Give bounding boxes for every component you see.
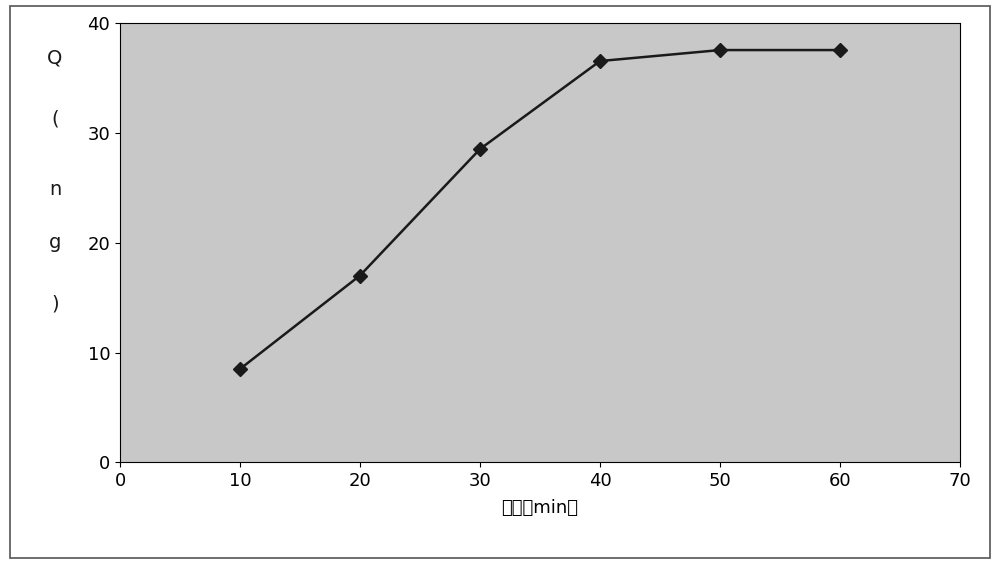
X-axis label: 时间（min）: 时间（min）	[502, 499, 578, 517]
Text: g: g	[49, 233, 61, 252]
Text: Q: Q	[47, 49, 63, 67]
Text: n: n	[49, 180, 61, 199]
Text: (: (	[51, 110, 59, 129]
Text: ): )	[51, 294, 59, 314]
